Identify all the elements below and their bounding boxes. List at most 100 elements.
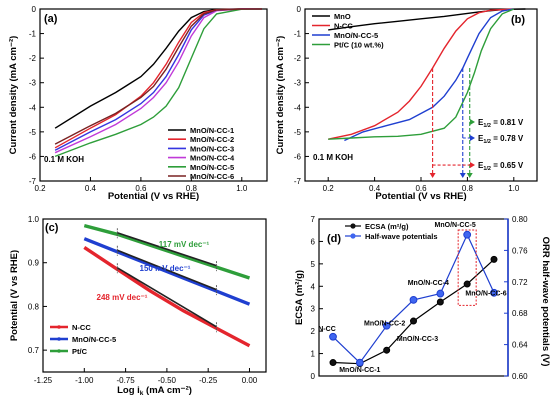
- y-tick-label: 1.0: [28, 215, 40, 224]
- y-tick-label: 0.8: [28, 302, 40, 311]
- electrolyte-label: 0.1 M KOH: [313, 153, 353, 162]
- series-line: [54, 8, 263, 158]
- legend-marker: [350, 223, 356, 229]
- y-tick-label: 6: [311, 237, 316, 246]
- half-wave-point: [463, 230, 472, 239]
- legend-label: MnO/N-CC-5: [72, 335, 116, 344]
- x-tick-label: 0.8: [186, 184, 198, 193]
- legend-marker: [57, 337, 61, 341]
- legend-marker: [350, 233, 356, 239]
- y-tick-label: 4: [311, 282, 316, 291]
- ecsa-point: [463, 280, 471, 288]
- series-line: [328, 8, 526, 31]
- y-tick-label: -6: [29, 152, 37, 161]
- series-line: [83, 245, 251, 348]
- half-wave-label: E1/2 = 0.81 V: [478, 118, 524, 129]
- x-tick-label: 0.8: [462, 184, 474, 193]
- category-label: MnO/N-CC-2: [364, 321, 405, 328]
- series-line: [332, 258, 495, 365]
- series-line: [328, 8, 514, 140]
- half-wave-arrow: [466, 173, 473, 178]
- half-wave-label: E1/2 = 0.65 V: [478, 161, 524, 172]
- tafel-fit-line: [117, 232, 217, 267]
- ecsa-point: [436, 298, 444, 306]
- legend-label: ECSA (m²/g): [365, 222, 409, 231]
- legend-label: MnO/N-CC-2: [190, 135, 234, 144]
- ecsa-point: [490, 255, 498, 263]
- half-wave-point: [382, 321, 391, 330]
- y-tick-label: 0.9: [28, 259, 40, 268]
- half-wave-arrow: [459, 173, 466, 178]
- y-right-tick-label: 0.72: [512, 278, 528, 287]
- panel-label: (d): [327, 233, 341, 245]
- x-axis-label: Potential (V vs RHE): [375, 191, 466, 202]
- y-right-axis-label: ORR half-wave potentials (V): [540, 237, 550, 367]
- half-wave-point: [490, 288, 498, 297]
- y-tick-label: -2: [29, 54, 37, 63]
- legend-label: MnO: [334, 12, 351, 21]
- tafel-slope-label: 150 mV dec⁻¹: [140, 264, 191, 273]
- x-tick-label: 1.0: [236, 184, 248, 193]
- panel-c: -1.25 -1.00 -0.75 -0.50 -0.25 0.00 0.7 0.8 0.9 1.…: [9, 215, 267, 397]
- plot-frame: [42, 218, 267, 373]
- category-label: N-CC: [318, 326, 336, 333]
- y-axis-label: Current density (mA cm⁻²): [275, 36, 286, 155]
- y-tick-label: -7: [294, 177, 302, 186]
- series-line: [83, 223, 251, 280]
- x-tick-label: 0.2: [34, 184, 46, 193]
- y-tick-label: -5: [29, 128, 37, 137]
- y-axis-label: Current density (mA cm⁻²): [8, 36, 19, 155]
- x-tick-label: 0.6: [415, 184, 427, 193]
- legend-label: N-CC: [72, 323, 91, 332]
- half-wave-sub: 1/2: [483, 139, 491, 145]
- category-label: MnO/N-CC-3: [397, 336, 438, 343]
- y-tick-label: 0: [311, 372, 316, 381]
- half-wave-point: [409, 295, 418, 304]
- tafel-slope-unit: mV dec⁻¹: [153, 264, 191, 273]
- legend-label: MnO/N-CC-5: [334, 31, 378, 40]
- tafel-slope-unit: mV dec⁻¹: [110, 293, 148, 302]
- x-tick-label: 0.6: [135, 184, 147, 193]
- ecsa-point: [329, 359, 337, 367]
- x-axis-label-unit: (mA cm⁻²): [143, 385, 191, 396]
- half-wave-value: = 0.81 V: [491, 118, 524, 127]
- y-right-tick-label: 0.60: [512, 372, 528, 381]
- x-tick-label: -0.75: [116, 376, 135, 385]
- y-tick-label: -2: [294, 54, 302, 63]
- series-line: [83, 237, 251, 306]
- y-tick-label: -7: [29, 177, 37, 186]
- y-tick-label: -3: [29, 79, 37, 88]
- half-wave-point: [436, 289, 445, 298]
- y-tick-label: -1: [29, 30, 37, 39]
- tafel-slope-label: 117 mV dec⁻¹: [159, 240, 210, 249]
- x-tick-label: 0.2: [323, 184, 335, 193]
- y-right-tick-label: 0.76: [512, 246, 528, 255]
- x-tick-label: -1.25: [34, 376, 53, 385]
- half-wave-arrow: [429, 173, 436, 178]
- y-tick-label: -4: [294, 103, 302, 112]
- series-line: [54, 8, 262, 129]
- y-tick-label: 2: [311, 327, 316, 336]
- legend-label: MnO/N-CC-1: [190, 126, 234, 135]
- y-tick-label: -1: [294, 30, 302, 39]
- x-tick-label: -1.00: [75, 376, 94, 385]
- half-wave-sub: 1/2: [483, 123, 491, 129]
- ecsa-point: [383, 346, 391, 354]
- half-wave-point: [329, 332, 337, 341]
- category-label: MnO/N-CC-1: [339, 367, 380, 374]
- y-tick-label: -3: [294, 79, 302, 88]
- category-label: MnO/N-CC-6: [465, 290, 506, 297]
- tafel-slope-label: 248 mV dec⁻¹: [97, 293, 148, 302]
- x-tick-label: -0.25: [199, 376, 218, 385]
- series-line: [328, 8, 515, 140]
- y-axis-label: Potential (V vs RHE): [9, 250, 20, 341]
- y-tick-label: 3: [311, 305, 316, 314]
- half-wave-value: = 0.65 V: [491, 161, 524, 170]
- panel-b: 0.2 0.4 0.6 0.8 1.0 0 -1 -2 -3 -4 -5 -6 -7 E1/2 = 0.8…: [275, 5, 538, 202]
- series-line: [54, 8, 262, 145]
- y-right-tick-label: 0.64: [512, 341, 528, 350]
- y-axis-label: ECSA (m²/g): [294, 270, 305, 325]
- y-right-tick-label: 0.80: [512, 215, 528, 224]
- legend-marker: [57, 325, 61, 329]
- ecsa-point: [410, 317, 417, 325]
